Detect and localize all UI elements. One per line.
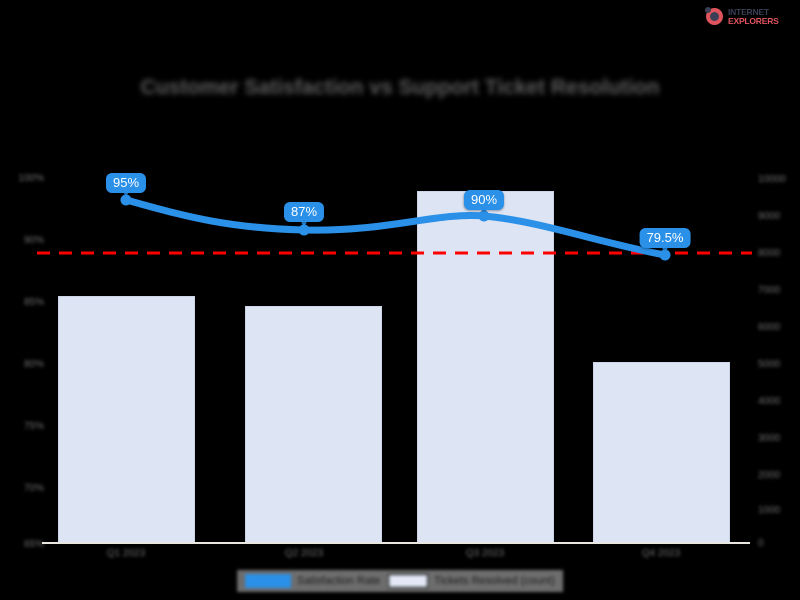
brand-logo-line1: INTERNET [728, 6, 769, 17]
y-axis-right-tick-0: 10000 [758, 174, 786, 185]
y-axis-right-tick-4: 6000 [758, 322, 781, 333]
data-label-0: 95% [105, 173, 147, 193]
y-axis-right-tick-3: 7000 [758, 285, 781, 296]
brand-logo-text: INTERNET EXPLORERS [728, 8, 779, 25]
y-axis-right-tick-6: 4000 [758, 396, 781, 407]
circle-logo-icon [705, 6, 725, 27]
x-axis-tick-0: Q1 2023 [106, 548, 146, 559]
data-label-3: 79.5% [639, 228, 691, 248]
y-axis-left-tick-4: 75% [23, 421, 44, 432]
legend-item-satisfaction[interactable]: Satisfaction Rate [245, 574, 380, 588]
bar-3[interactable] [593, 362, 730, 544]
y-axis-left-tick-2: 85% [23, 297, 44, 308]
data-label-2: 90% [463, 190, 505, 210]
y-axis-right-tick-8: 2000 [758, 470, 781, 481]
y-axis-left-tick-0: 100% [18, 173, 44, 184]
legend-line-swatch-icon [245, 574, 292, 588]
chart-title: Customer Satisfaction vs Support Ticket … [140, 76, 660, 99]
y-axis-right-tick-1: 9000 [758, 211, 781, 222]
legend-label-0: Satisfaction Rate [297, 575, 381, 587]
y-axis-right-tick-2: 8000 [758, 248, 781, 259]
brand-logo-line2: EXPLORERS [728, 15, 779, 26]
x-axis-baseline [42, 542, 750, 544]
bar-0[interactable] [58, 296, 195, 544]
y-axis-right-tick-5: 5000 [758, 359, 781, 370]
legend-item-tickets[interactable]: Tickets Resolved (count) [388, 574, 555, 588]
y-axis-left-tick-5: 70% [23, 483, 44, 494]
legend-bar-swatch-icon [388, 574, 429, 588]
x-axis-tick-1: Q2 2023 [284, 548, 324, 559]
y-axis-left-tick-1: 90% [23, 235, 44, 246]
bar-1[interactable] [245, 306, 382, 544]
x-axis-tick-3: Q4 2023 [641, 548, 681, 559]
y-axis-left-tick-6: 65% [23, 539, 44, 550]
bar-2[interactable] [417, 191, 554, 544]
y-axis-right-tick-7: 3000 [758, 433, 781, 444]
chart-legend: Satisfaction Rate Tickets Resolved (coun… [237, 570, 563, 592]
x-axis-tick-2: Q3 2023 [465, 548, 505, 559]
y-axis-right-tick-10: 0 [758, 538, 764, 549]
y-axis-right-tick-9: 1000 [758, 505, 781, 516]
legend-label-1: Tickets Resolved (count) [434, 575, 555, 587]
y-axis-left-tick-3: 80% [23, 359, 44, 370]
data-label-1: 87% [283, 202, 325, 222]
brand-logo: INTERNET EXPLORERS [705, 4, 793, 29]
